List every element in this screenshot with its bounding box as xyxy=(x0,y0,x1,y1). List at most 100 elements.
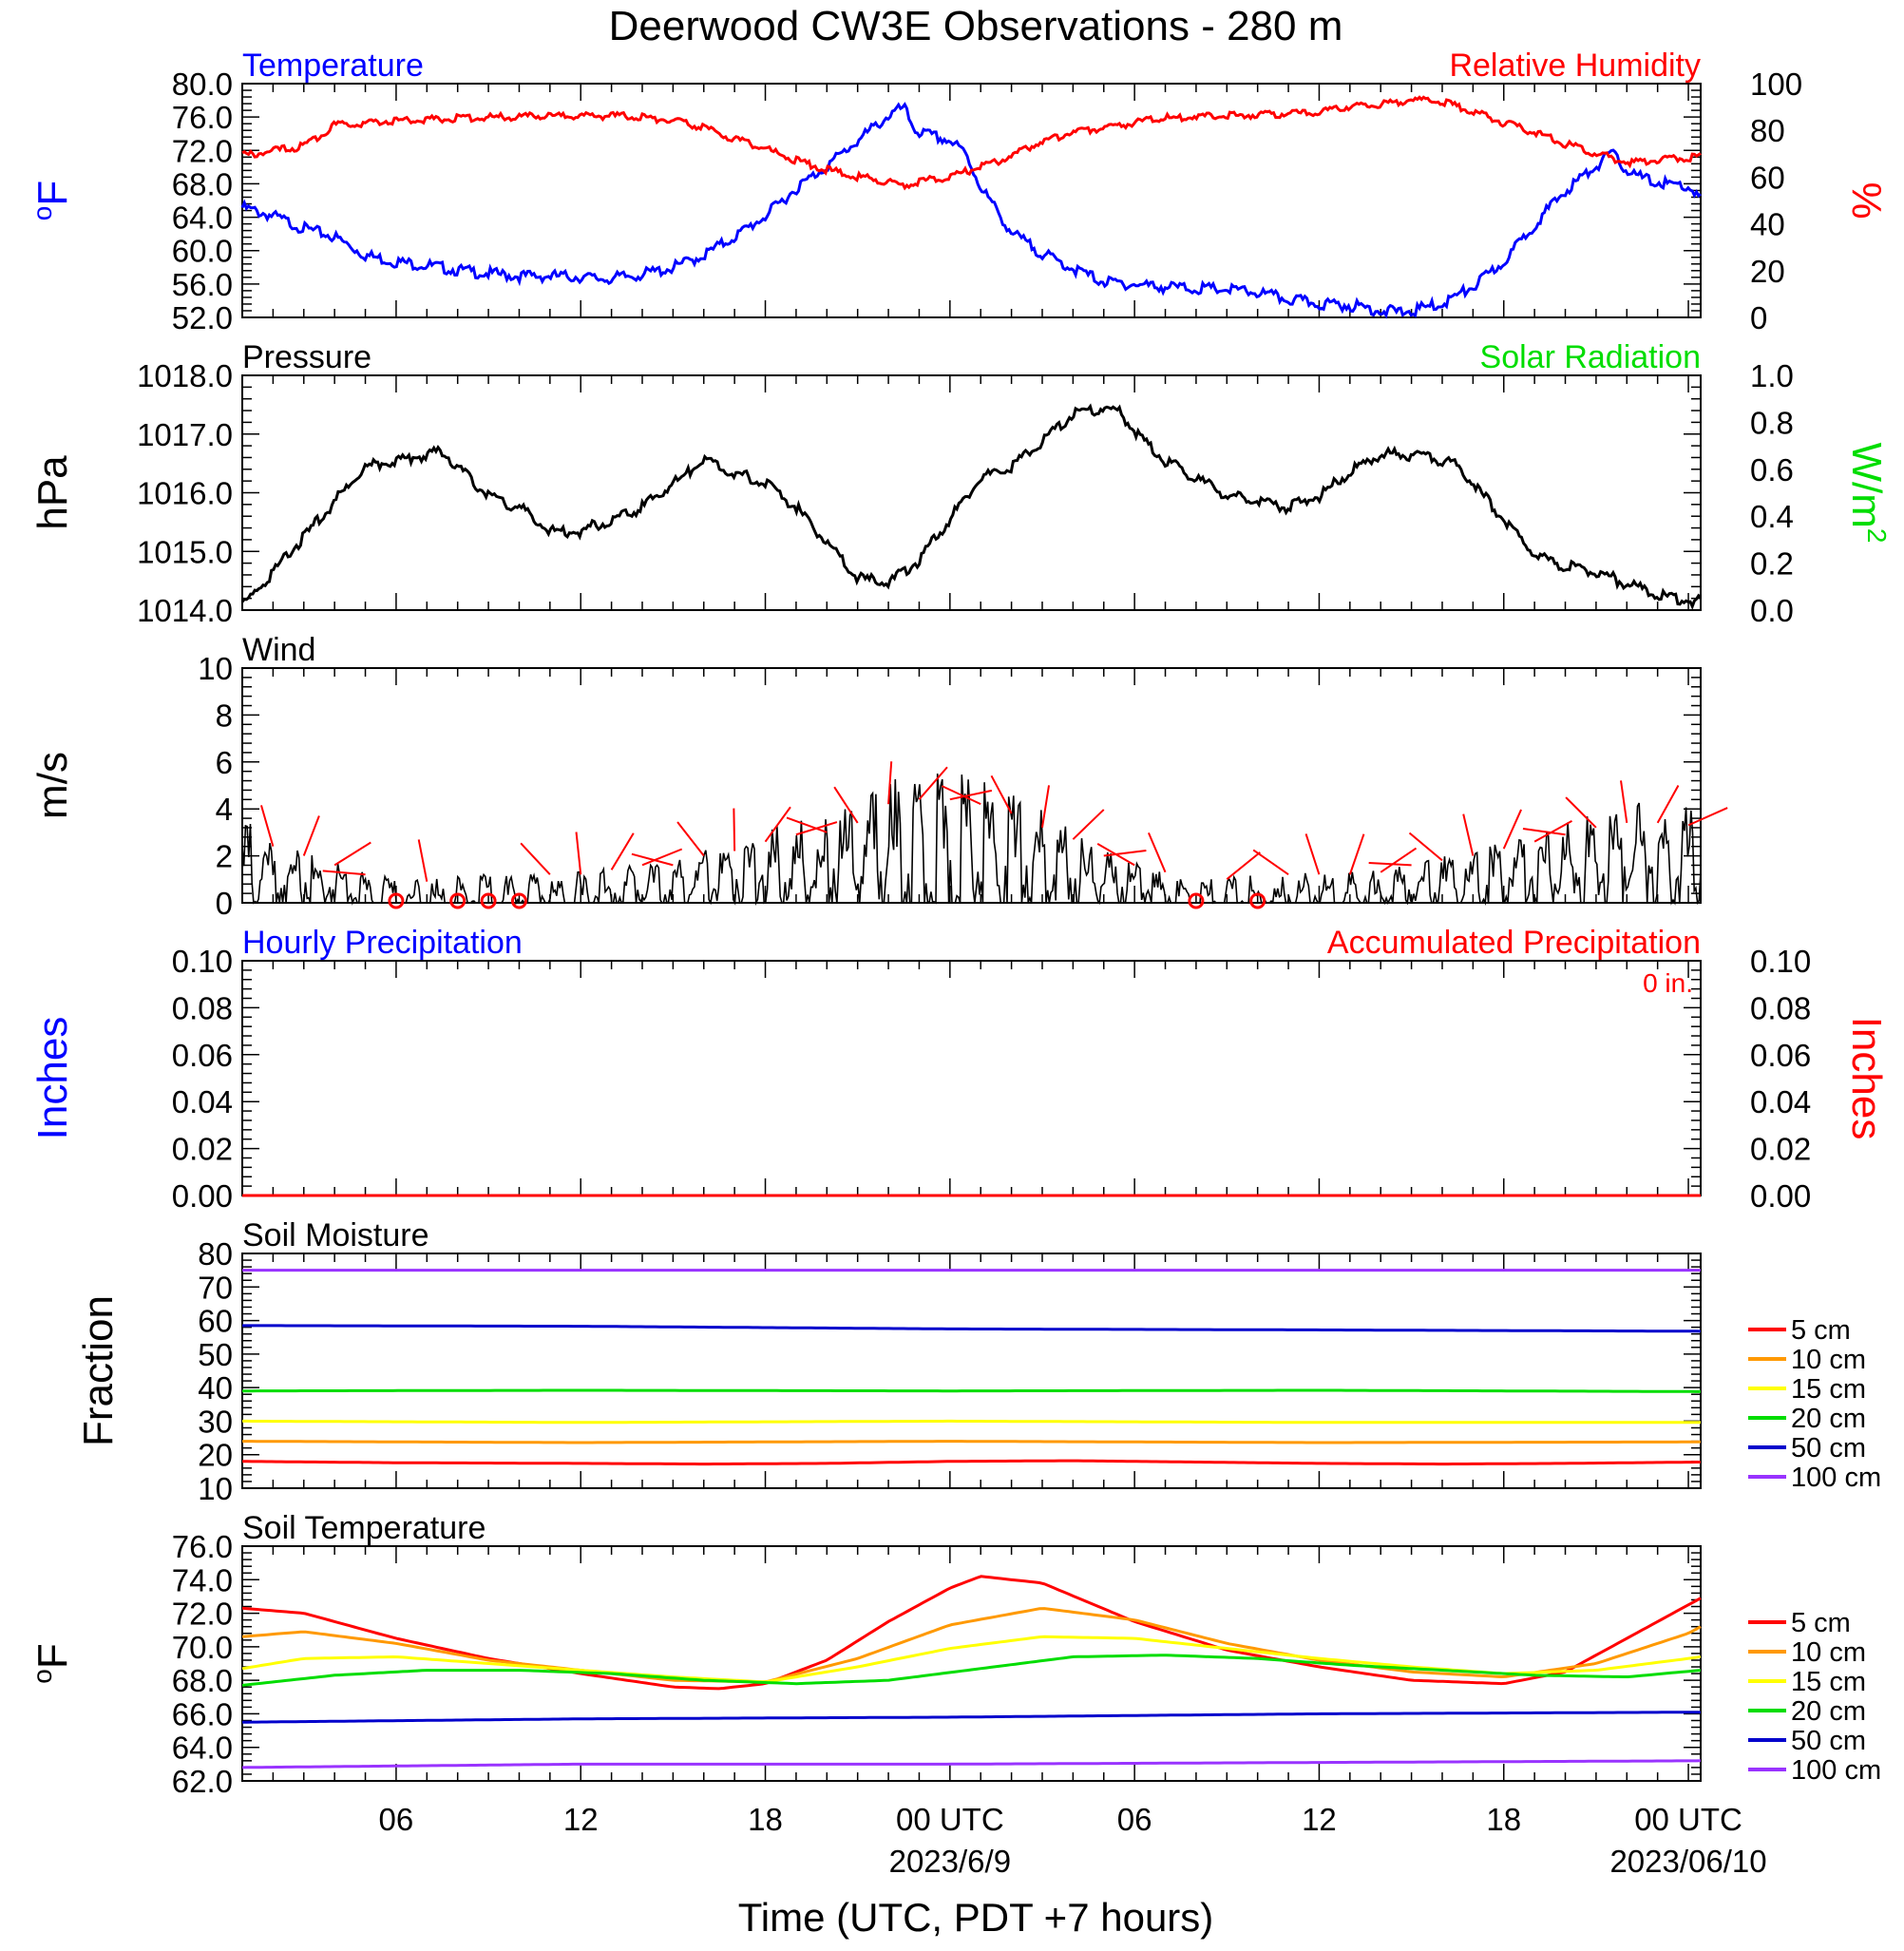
y-tick-label-left: 0.06 xyxy=(172,1038,233,1073)
panel-title-left: Pressure xyxy=(242,339,371,375)
wind-barb xyxy=(610,832,635,870)
wind-barb xyxy=(1040,785,1051,828)
panel-title-left: Soil Temperature xyxy=(242,1510,486,1546)
y-tick-label-right: 60 xyxy=(1750,160,1785,195)
series-line-5-cm xyxy=(242,1459,1701,1466)
plot-frame xyxy=(241,83,1702,318)
wind-barb xyxy=(302,815,320,856)
y-tick-label-right: 0.2 xyxy=(1750,546,1794,582)
series-line-50-cm xyxy=(242,1324,1702,1333)
series-line-100-cm xyxy=(241,1759,1702,1769)
x-tick-label: 06 xyxy=(1117,1802,1152,1837)
wind-barb xyxy=(322,870,366,876)
y-tick-label-left: 0.00 xyxy=(172,1178,233,1214)
y-tick-label-right: 0 xyxy=(1750,300,1767,335)
wind-barb xyxy=(1522,827,1566,836)
series-line-10-cm xyxy=(241,1607,1702,1684)
calm-wind-marker xyxy=(480,892,497,909)
legend-label: 5 cm xyxy=(1791,1608,1851,1638)
y-tick-label-left: 52.0 xyxy=(172,300,233,335)
wind-barb xyxy=(1408,832,1443,862)
y-tick-label-left: 1017.0 xyxy=(137,417,233,452)
wind-barb xyxy=(1368,862,1412,867)
y-axis-label-right: W/m2 xyxy=(1843,443,1892,544)
wind-barb xyxy=(1226,851,1261,880)
series-line-wind xyxy=(241,773,1702,907)
plot-frame xyxy=(241,960,1702,1196)
plot-frame xyxy=(241,1545,1702,1782)
x-tick-label: 00 UTC xyxy=(896,1802,1004,1837)
y-tick-label-left: 80.0 xyxy=(172,67,233,102)
legend-label: 20 cm xyxy=(1791,1696,1866,1727)
y-tick-label-left: 76.0 xyxy=(172,1529,233,1564)
panel-hourly-precipitation: 0.00 0.02 0.04 0.06 0.08 0.10 0.00 0.02 0.04 0.06… xyxy=(29,925,1890,1214)
y-tick-label-right: 0.06 xyxy=(1750,1038,1811,1073)
y-tick-label-left: 10 xyxy=(198,1471,233,1506)
x-tick-date-label: 2023/6/9 xyxy=(889,1844,1011,1879)
y-tick-label-right: 0.02 xyxy=(1750,1132,1811,1167)
y-tick-label-right: 0.0 xyxy=(1750,593,1794,628)
wind-barb xyxy=(1533,819,1572,843)
y-tick-label-left: 80 xyxy=(198,1236,233,1272)
precip-total-label: 0 in. xyxy=(1643,968,1693,998)
calm-wind-marker xyxy=(388,892,405,909)
y-axis-label-left: m/s xyxy=(29,752,76,819)
legend-label: 100 cm xyxy=(1791,1463,1881,1493)
y-tick-label-left: 68.0 xyxy=(172,166,233,201)
y-tick-label-left: 62.0 xyxy=(172,1764,233,1799)
series-line-15-cm xyxy=(242,1419,1701,1425)
y-tick-label-left: 1014.0 xyxy=(137,593,233,628)
panel-temperature: 52.056.060.064.068.072.076.080.0 0 20 40 60 8… xyxy=(28,48,1890,335)
y-tick-label-right: 0.00 xyxy=(1750,1178,1811,1214)
wind-barb xyxy=(1380,847,1418,873)
y-tick-label-left: 68.0 xyxy=(172,1663,233,1698)
y-tick-label-left: 10 xyxy=(198,651,233,686)
y-tick-label-right: 0.08 xyxy=(1750,990,1811,1025)
series-line-5-cm xyxy=(241,1575,1702,1691)
legend-label: 5 cm xyxy=(1791,1315,1851,1346)
legend-label: 100 cm xyxy=(1791,1755,1881,1786)
legend-label: 50 cm xyxy=(1791,1433,1866,1463)
wind-barb xyxy=(764,806,791,843)
y-tick-label-left: 50 xyxy=(198,1337,233,1372)
panel-soil-temperature: 62.064.066.068.070.072.074.076.0 Soil Tem… xyxy=(28,1510,1881,1799)
wind-barb xyxy=(990,775,1013,814)
plot-frame xyxy=(241,1253,1702,1489)
wind-barb xyxy=(575,832,582,875)
legend-label: 15 cm xyxy=(1791,1667,1866,1697)
y-axis-label-left: Inches xyxy=(29,1017,76,1140)
y-tick-label-left: 1018.0 xyxy=(137,358,233,393)
legend-label: 15 cm xyxy=(1791,1374,1866,1405)
series-line-20-cm xyxy=(242,1388,1701,1393)
y-tick-label-left: 30 xyxy=(198,1404,233,1439)
y-tick-label-right: 0.8 xyxy=(1750,405,1794,440)
series-line-10-cm xyxy=(242,1440,1701,1444)
wind-barb xyxy=(1304,833,1321,875)
panel-title-right: Accumulated Precipitation xyxy=(1327,925,1701,961)
y-tick-label-left: 60.0 xyxy=(172,234,233,269)
wind-barb xyxy=(1462,813,1475,856)
series-line-temperature xyxy=(240,102,1702,319)
wind-barb xyxy=(1348,833,1365,875)
wind-barb xyxy=(1620,780,1628,824)
y-tick-label-left: 0 xyxy=(216,886,233,921)
wind-barb xyxy=(1072,809,1105,840)
y-tick-label-left: 1015.0 xyxy=(137,534,233,569)
y-tick-label-left: 40 xyxy=(198,1370,233,1406)
y-tick-label-right: 1.0 xyxy=(1750,358,1794,393)
x-tick-label: 18 xyxy=(1486,1802,1521,1837)
wind-barb xyxy=(1565,796,1597,829)
x-tick-label: 12 xyxy=(1302,1802,1337,1837)
y-tick-label-left: 66.0 xyxy=(172,1696,233,1731)
y-tick-label-left: 56.0 xyxy=(172,267,233,302)
panel-title-right: Solar Radiation xyxy=(1480,339,1701,375)
y-tick-label-left: 72.0 xyxy=(172,1597,233,1632)
y-tick-label-right: 100 xyxy=(1750,67,1802,102)
figure-title: Deerwood CW3E Observations - 280 m xyxy=(609,3,1343,49)
panel-title-left: Temperature xyxy=(242,48,424,84)
wind-barb xyxy=(942,785,981,806)
y-tick-label-left: 2 xyxy=(216,839,233,874)
panel-wind: 0 2 4 6 8 10 Wind m/s xyxy=(29,632,1728,921)
